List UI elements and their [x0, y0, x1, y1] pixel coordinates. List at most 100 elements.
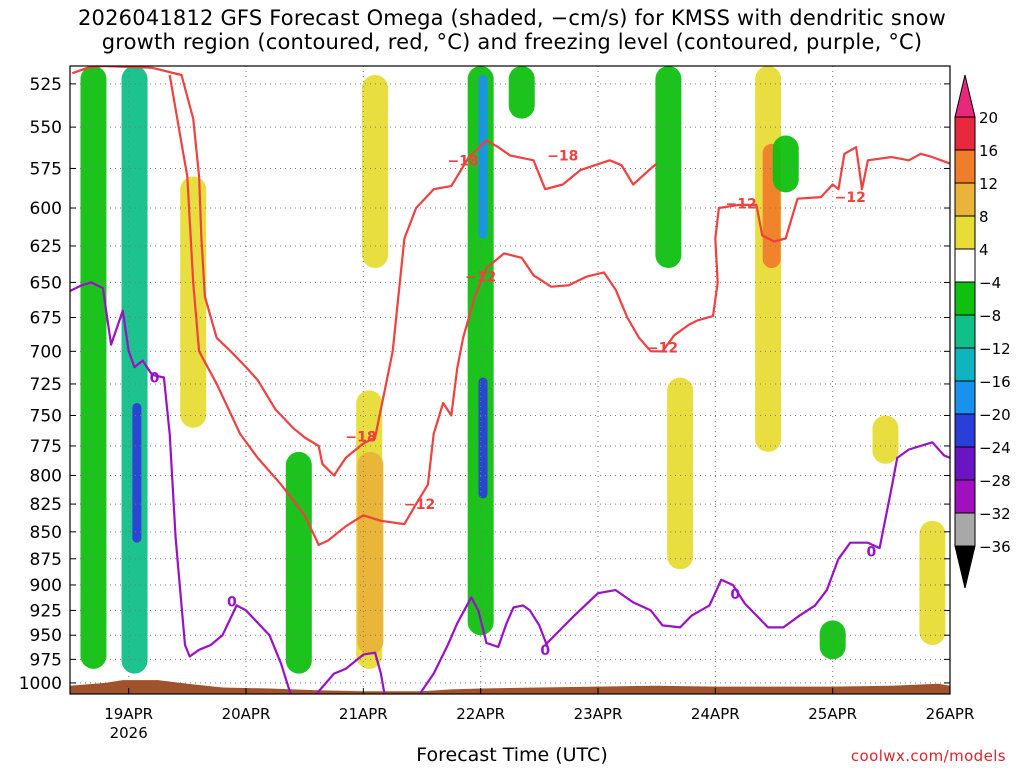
plot-area [70, 66, 950, 694]
x-tick-label: 25APR [808, 705, 857, 723]
colorbar-bin [954, 446, 976, 481]
omega-region [478, 377, 488, 499]
omega-region [180, 176, 207, 428]
contour-line-freezing [315, 651, 386, 694]
colorbar-label: −20 [979, 406, 1011, 424]
colorbar-label: −36 [979, 538, 1011, 556]
y-tick-label: 925 [30, 601, 62, 621]
y-tick-label: 875 [30, 550, 62, 570]
colorbar-label: −24 [979, 439, 1011, 457]
colorbar-label: 20 [979, 109, 998, 127]
y-tick-label: 550 [30, 118, 62, 138]
y-tick-label: 800 [30, 466, 62, 486]
colorbar-label: −32 [979, 505, 1011, 523]
omega-region [357, 451, 384, 655]
x-tick-label: 21APR [339, 705, 388, 723]
contour-label: −12 [726, 196, 757, 212]
contour-line-dgz [168, 74, 950, 547]
colorbar-bin [954, 281, 976, 316]
colorbar-label: −28 [979, 472, 1011, 490]
colorbar-label: −4 [979, 274, 1001, 292]
omega-region [80, 66, 107, 669]
chart-title: 2026041812 GFS Forecast Omega (shaded, −… [77, 6, 947, 54]
omega-region [132, 402, 142, 543]
x-tick-label: 20APR [222, 705, 271, 723]
plot-frame [69, 65, 951, 695]
contour-label: 0 [150, 371, 160, 387]
y-tick-label: 600 [30, 199, 62, 219]
colorbar-top-arrow [954, 74, 976, 118]
contour-labels: −18 −18 −18 −12 −12 −12 −12 −12 0 0 0 0 0 [150, 148, 877, 658]
colorbar-bin [954, 248, 976, 283]
colorbar-bin [954, 116, 976, 151]
colorbar-label: 4 [979, 241, 989, 259]
colorbar-bin [954, 182, 976, 217]
x-tick-label: 26APR [926, 705, 975, 723]
colorbar-label: 12 [979, 175, 998, 193]
colorbar-label: 16 [979, 142, 998, 160]
omega-region [478, 74, 488, 239]
contour-label: 0 [540, 643, 550, 659]
colorbar-bin [954, 512, 976, 547]
y-tick-label: 650 [30, 273, 62, 293]
x-tick-sublabel: 2026 [110, 724, 148, 742]
y-tick-label: 625 [30, 237, 62, 257]
y-tick-label: 750 [30, 406, 62, 426]
omega-region [819, 620, 846, 660]
contour-lines [70, 66, 950, 694]
y-axis: 525 550 575 600 625 650 675 700 725 750 775 800 825 8… [19, 75, 950, 694]
contour-label: −18 [345, 429, 376, 445]
x-tick-label: 22APR [456, 705, 505, 723]
omega-region [508, 66, 535, 119]
omega-region [121, 66, 148, 674]
contour-label: 0 [867, 544, 877, 560]
contour-line-freezing [544, 441, 950, 646]
omega-region [919, 520, 946, 645]
y-tick-label: 825 [30, 495, 62, 515]
credit-text: coolwx.com/models [850, 747, 1006, 765]
contour-label: 0 [227, 594, 237, 610]
contour-line-freezing [418, 596, 549, 694]
colorbar-label: 8 [979, 208, 989, 226]
colorbar: 20 16 12 8 4 −4 −8 −12 −16 −20 −24 −28 −32 −36 [954, 74, 1011, 589]
contour-label: −12 [404, 497, 435, 513]
contour-label: −18 [547, 148, 578, 164]
y-tick-label: 975 [30, 650, 62, 670]
colorbar-bin [954, 479, 976, 514]
y-tick-label: 900 [30, 576, 62, 596]
y-tick-label: 675 [30, 309, 62, 329]
contour-label: −18 [447, 153, 478, 169]
y-tick-label: 950 [30, 626, 62, 646]
contour-label: −12 [835, 190, 866, 206]
contour-line-dgz [71, 66, 658, 477]
omega-region [655, 66, 682, 269]
y-tick-label: 725 [30, 375, 62, 395]
colorbar-label: −16 [979, 373, 1011, 391]
contour-label: 0 [730, 587, 740, 603]
colorbar-bin [954, 314, 976, 349]
colorbar-bin [954, 149, 976, 184]
contour-label: −12 [465, 270, 496, 286]
omega-region [285, 451, 312, 674]
x-tick-label: 23APR [574, 705, 623, 723]
y-tick-label: 525 [30, 75, 62, 95]
x-axis-label: Forecast Time (UTC) [416, 744, 608, 766]
grid-lines [70, 66, 951, 694]
contour-label: −12 [647, 340, 678, 356]
colorbar-bin [954, 413, 976, 448]
x-tick-label: 24APR [691, 705, 740, 723]
x-tick-label: 19APR [104, 705, 153, 723]
omega-region [772, 135, 799, 193]
contour-line-freezing [70, 281, 292, 694]
y-tick-label: 1000 [19, 674, 62, 694]
omega-shading [80, 66, 946, 674]
omega-region [362, 74, 389, 269]
colorbar-label: −12 [979, 340, 1011, 358]
omega-region [667, 377, 694, 570]
colorbar-bottom-arrow [954, 545, 976, 589]
colorbar-bin [954, 215, 976, 250]
y-tick-label: 850 [30, 523, 62, 543]
y-tick-label: 700 [30, 342, 62, 362]
